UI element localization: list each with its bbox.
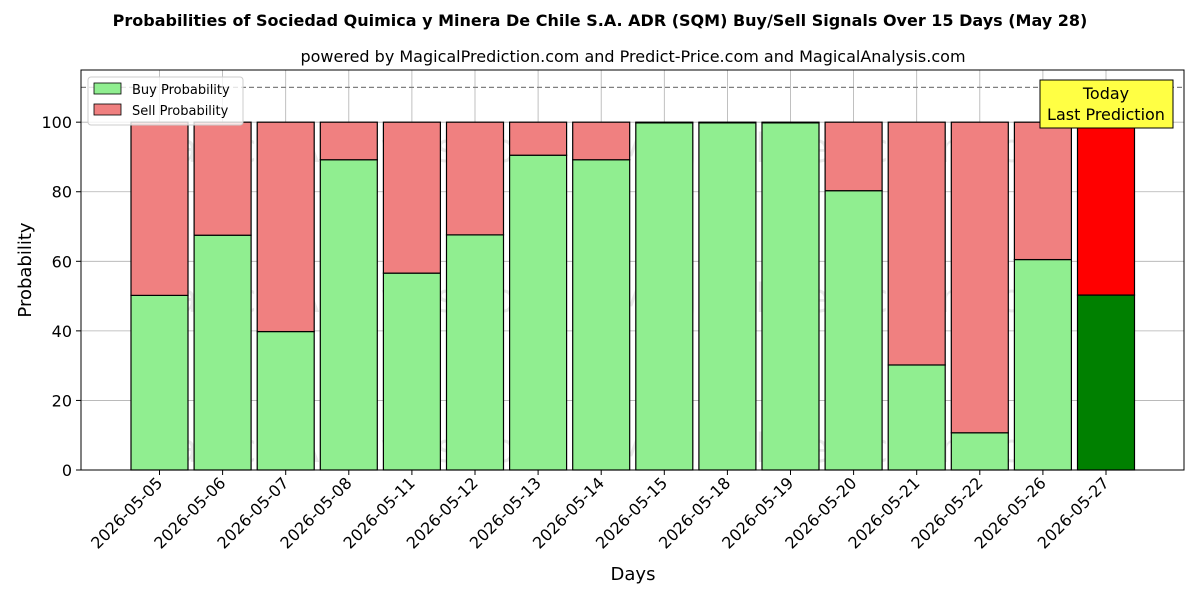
legend-sell-label: Sell Probability	[132, 104, 229, 119]
bar-buy-2026-05-21	[887, 364, 946, 471]
y-tick-label: 80	[52, 183, 72, 202]
bar-buy-2026-05-05	[130, 294, 189, 471]
bar-buy-2026-05-07	[256, 330, 315, 471]
bar-sell-2026-05-18	[698, 121, 757, 124]
bars	[130, 121, 1136, 471]
bar-buy-2026-05-13	[509, 154, 568, 471]
today-annotation: Today Last Prediction	[1039, 79, 1174, 129]
bar-sell-2026-05-06	[193, 121, 252, 236]
chart-title: Probabilities of Sociedad Quimica y Mine…	[113, 11, 1088, 30]
bar-sell-2026-05-21	[887, 121, 946, 366]
plot-frame	[80, 69, 1185, 471]
bar-sell-2026-05-12	[445, 121, 505, 236]
annotation-box	[1039, 79, 1174, 129]
bar-buy-2026-05-11	[382, 272, 441, 471]
bar-buy-2026-05-19	[761, 122, 820, 471]
legend-buy-swatch	[93, 82, 122, 95]
legend-buy-label: Buy Probability	[132, 83, 230, 98]
chart-subtitle: powered by MagicalPrediction.com and Pre…	[300, 47, 965, 66]
bar-buy-2026-05-15	[635, 122, 694, 471]
y-axis: 0 20 40 60 80 100	[41, 113, 81, 480]
bar-sell-2026-05-08	[319, 121, 378, 161]
bar-sell-2026-05-27	[1076, 121, 1136, 296]
bar-sell-2026-05-07	[256, 121, 315, 333]
annotation-line1: Today	[1082, 84, 1129, 103]
bar-buy-2026-05-22	[950, 432, 1009, 471]
bar-buy-2026-05-18	[698, 122, 757, 471]
annotation-line2: Last Prediction	[1047, 105, 1165, 124]
bar-buy-2026-05-08	[319, 159, 378, 471]
bar-buy-2026-05-14	[572, 159, 631, 471]
y-tick-label: 20	[52, 391, 72, 410]
bar-buy-2026-05-27	[1076, 294, 1136, 471]
x-axis-label: Days	[611, 564, 656, 585]
y-tick-label: 40	[52, 322, 72, 341]
bar-buy-2026-05-12	[445, 234, 505, 471]
bar-sell-2026-05-19	[761, 121, 820, 124]
legend-box	[87, 76, 244, 126]
bar-sell-2026-05-05	[130, 121, 189, 296]
bar-buy-2026-05-06	[193, 234, 252, 471]
bar-buy-2026-05-26	[1013, 258, 1073, 471]
legend-sell-swatch	[93, 103, 122, 116]
bar-sell-2026-05-22	[950, 121, 1009, 434]
y-tick-label: 0	[62, 461, 72, 480]
bar-buy-2026-05-20	[824, 190, 883, 471]
bar-sell-2026-05-20	[824, 121, 883, 192]
legend: Buy Probability Sell Probability	[87, 76, 244, 126]
bar-sell-2026-05-15	[635, 121, 694, 124]
bar-sell-2026-05-14	[572, 121, 631, 161]
bar-sell-2026-05-11	[382, 121, 441, 274]
y-tick-label: 100	[41, 113, 72, 132]
y-tick-label: 60	[52, 252, 72, 271]
y-axis-label: Probability	[15, 222, 36, 317]
bar-sell-2026-05-13	[509, 121, 568, 156]
bar-sell-2026-05-26	[1013, 121, 1073, 261]
